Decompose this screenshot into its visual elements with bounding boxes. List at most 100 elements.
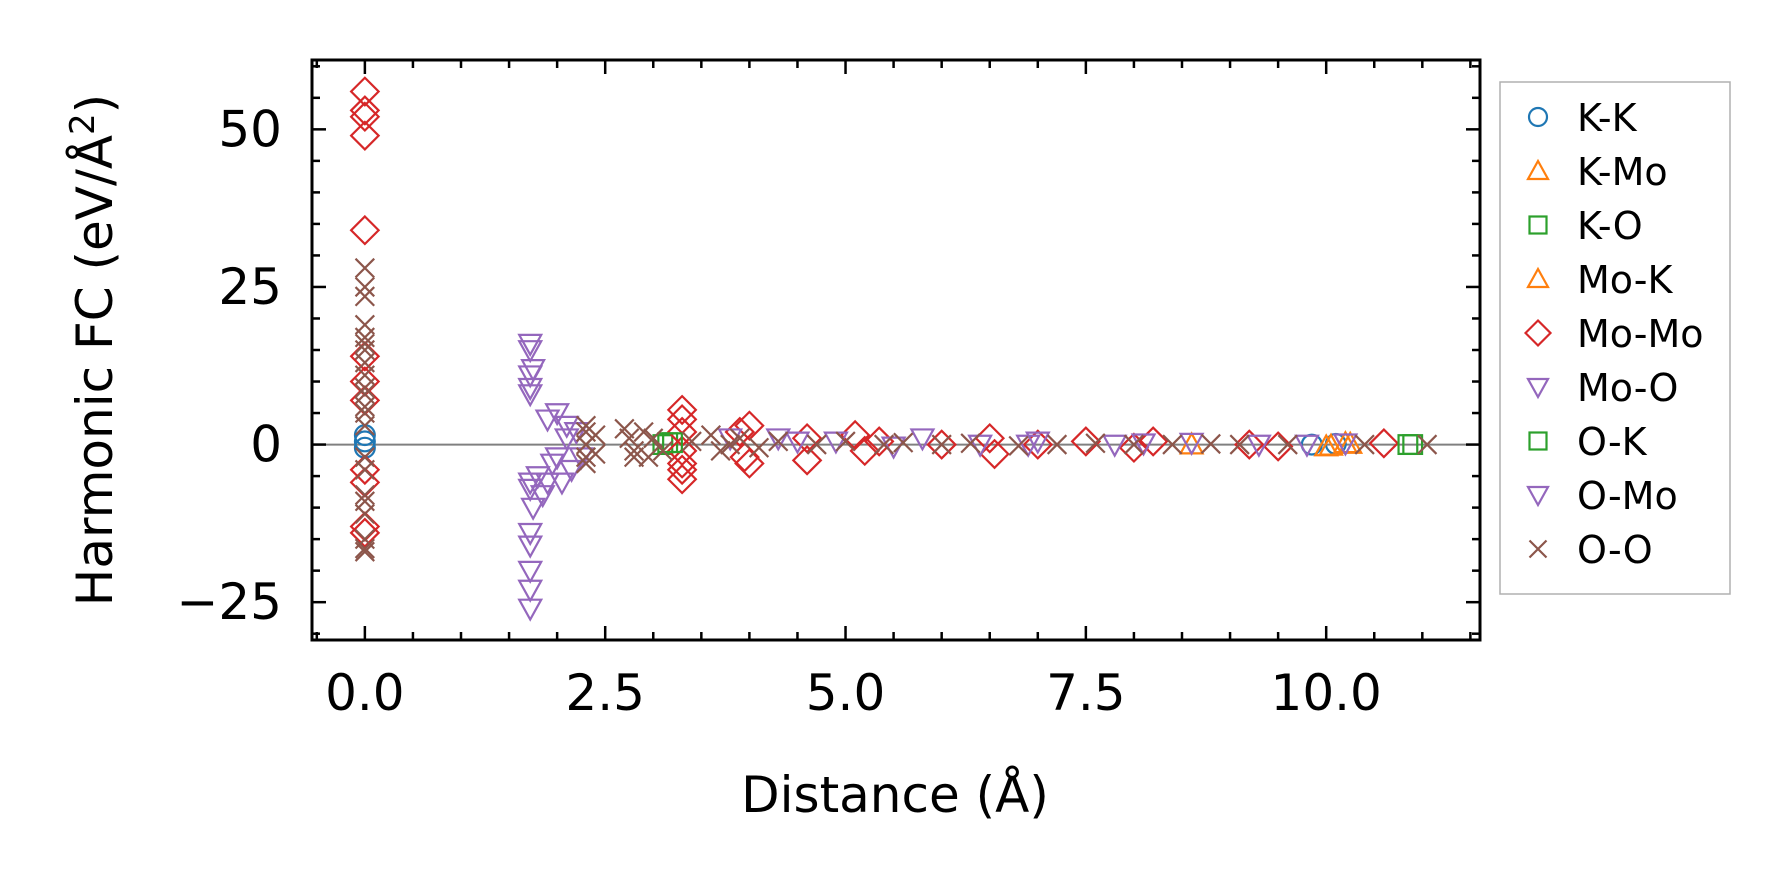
legend-label: K-K — [1577, 96, 1638, 140]
data-point — [1024, 431, 1051, 455]
y-axis-label-close: ) — [66, 94, 124, 114]
y-tick-label: 50 — [218, 100, 282, 158]
legend-label: O-K — [1577, 420, 1648, 464]
data-point — [729, 428, 750, 449]
data-point — [1162, 434, 1183, 455]
data-point — [517, 535, 544, 559]
data-point — [1015, 434, 1042, 458]
data-point — [354, 286, 375, 307]
data-point — [349, 120, 381, 151]
data-point — [585, 424, 606, 446]
series-mo-o — [517, 333, 1359, 622]
data-point — [1130, 433, 1157, 457]
y-axis-label-superscript: 2 — [63, 113, 103, 135]
data-point — [534, 409, 561, 433]
data-point — [806, 434, 827, 455]
data-point — [1178, 432, 1205, 456]
data-point — [1294, 434, 1320, 458]
legend-label: Mo-O — [1577, 366, 1678, 410]
plot-frame — [310, 58, 1482, 642]
data-point — [349, 517, 381, 549]
data-point — [349, 101, 381, 133]
data-point — [517, 333, 544, 357]
data-point — [534, 472, 561, 496]
data-point — [544, 447, 571, 471]
legend-label: O-Mo — [1577, 474, 1678, 518]
data-point — [553, 415, 580, 439]
legend-marker — [1526, 377, 1550, 400]
data-point — [520, 359, 546, 383]
data-point — [1101, 434, 1128, 458]
data-point — [1022, 429, 1054, 460]
data-point — [517, 384, 544, 408]
data-point — [349, 214, 381, 246]
legend-marker — [1526, 158, 1550, 181]
legend-marker — [1528, 539, 1548, 559]
data-point — [354, 276, 375, 298]
data-point — [1229, 434, 1250, 455]
legend-box — [1499, 81, 1731, 595]
y-tick-label: −25 — [176, 573, 282, 631]
data-point — [720, 434, 741, 455]
data-point — [1178, 431, 1205, 455]
data-point — [1123, 434, 1145, 455]
y-axis-label: Harmonic FC (eV/Å2) — [63, 94, 124, 606]
data-point — [517, 598, 544, 622]
data-point — [765, 428, 792, 452]
axis-ticks — [312, 60, 1480, 640]
data-point — [354, 333, 375, 354]
data-point — [1354, 434, 1375, 455]
data-point — [349, 340, 381, 372]
data-point — [353, 430, 376, 453]
data-point — [873, 434, 895, 455]
data-point — [539, 453, 566, 477]
y-tick-label: 0 — [250, 416, 282, 474]
data-point — [638, 447, 659, 468]
data-point — [544, 403, 571, 427]
data-point — [354, 459, 375, 480]
data-point — [517, 340, 544, 364]
legend-label: O-O — [1577, 528, 1653, 572]
data-point — [517, 560, 544, 584]
data-point — [623, 440, 645, 461]
data-point — [517, 478, 544, 502]
data-point — [734, 448, 765, 479]
data-point — [1118, 432, 1150, 464]
data-point — [710, 440, 731, 461]
data-point — [349, 366, 381, 397]
data-point — [666, 454, 698, 486]
data-point — [729, 441, 760, 473]
legend-label: K-O — [1577, 204, 1643, 248]
data-point — [349, 76, 381, 107]
data-point — [791, 445, 823, 476]
data-point — [354, 484, 375, 506]
series-o-o — [354, 257, 1438, 562]
data-point — [354, 541, 375, 562]
series-o-k — [662, 432, 1419, 456]
data-point — [960, 433, 981, 454]
x-tick-label: 10.0 — [1271, 664, 1382, 722]
data-point — [700, 424, 722, 446]
legend-marker — [1528, 215, 1548, 235]
data-point — [926, 429, 957, 460]
legend-marker — [1526, 485, 1550, 508]
data-point — [553, 428, 580, 452]
x-tick-label: 0.0 — [325, 664, 405, 722]
legend-label: Mo-K — [1577, 258, 1673, 302]
data-point — [1137, 426, 1169, 457]
data-point — [585, 443, 606, 465]
data-point — [354, 415, 375, 436]
data-point — [354, 503, 375, 525]
y-tick-label: 25 — [218, 258, 282, 316]
data-point — [893, 432, 914, 453]
data-point — [1262, 431, 1294, 462]
legend: K-K K-Mo K-O Mo-K Mo-Mo Mo-O O-K O-Mo O-O — [1499, 81, 1731, 595]
legend-marker — [1526, 266, 1550, 289]
data-point — [1200, 433, 1221, 455]
series-mo-k — [1318, 430, 1364, 456]
plot-area: 0.0 2.5 5.0 7.5 10.0 −25 0 25 50 — [176, 58, 1482, 722]
data-point — [974, 422, 1006, 454]
y-axis-label-main: Harmonic FC (eV/Å — [66, 135, 124, 606]
legend-marker — [1527, 106, 1549, 128]
data-points — [349, 76, 1438, 622]
